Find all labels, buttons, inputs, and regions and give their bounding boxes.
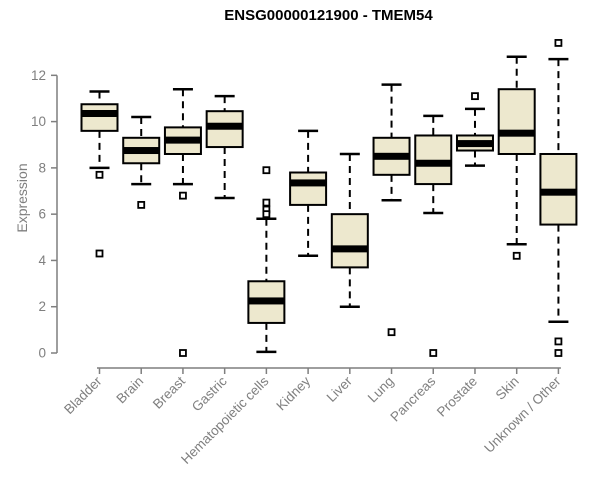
box-prostate (455, 92, 494, 167)
median-line (331, 245, 368, 253)
outlier-point (262, 210, 271, 219)
outlier-point (262, 198, 271, 207)
chart-title: ENSG00000121900 - TMEM54 (224, 7, 433, 24)
outlier-point (95, 170, 104, 179)
box-brain (122, 115, 161, 209)
median-line (81, 110, 118, 118)
x-tick-label: Liver (324, 373, 356, 405)
y-tick-label: 4 (38, 253, 46, 268)
x-tick-label: Pancreas (387, 373, 438, 424)
y-tick-label: 2 (38, 299, 46, 314)
median-line (498, 129, 535, 137)
median-line (290, 179, 327, 187)
outlier-point (179, 191, 187, 200)
iqr-box (497, 88, 536, 155)
median-line (415, 159, 452, 167)
y-tick-label: 0 (38, 346, 46, 361)
x-tick-label: Unknown / Other (481, 373, 564, 456)
y-tick-label: 8 (38, 160, 46, 175)
outlier-point (262, 166, 271, 175)
median-line (164, 136, 201, 144)
box-skin (497, 55, 536, 260)
median-line (123, 147, 160, 155)
iqr-box (80, 103, 119, 132)
iqr-box (289, 171, 328, 206)
box-breast (163, 87, 202, 357)
box-unknown-other (539, 39, 578, 357)
iqr-box (330, 213, 369, 269)
outlier-point (387, 328, 396, 337)
outlier-point (137, 201, 146, 209)
x-tick-label: Gastric (189, 373, 230, 414)
box-hematopoietic-cells (247, 166, 286, 354)
y-tick-label: 10 (31, 114, 46, 129)
median-line (248, 297, 285, 305)
outlier-point (512, 251, 521, 260)
box-gastric (205, 94, 244, 200)
outlier-point (429, 349, 438, 357)
outlier-point (554, 39, 563, 47)
median-line (206, 122, 243, 130)
median-line (456, 140, 493, 148)
box-pancreas (414, 114, 453, 357)
outlier-point (554, 349, 563, 357)
x-tick-label: Bladder (61, 373, 105, 417)
y-axis: 0 2 4 6 8 10 12 (31, 68, 58, 361)
box-lung (372, 83, 411, 337)
outlier-point (95, 249, 104, 258)
x-tick-label: Breast (150, 373, 188, 411)
outlier-point (471, 92, 479, 101)
x-tick-label: Brain (113, 374, 146, 407)
box-liver (330, 152, 369, 308)
box-kidney (289, 129, 328, 258)
y-tick-label: 6 (38, 207, 46, 222)
median-line (373, 152, 410, 160)
y-tick-label: 12 (31, 68, 46, 83)
outlier-point (179, 349, 187, 357)
x-tick-label: Skin (493, 374, 522, 403)
x-tick-label: Prostate (434, 374, 480, 420)
x-tick-label: Lung (365, 374, 397, 406)
box-bladder (80, 90, 119, 258)
median-line (540, 188, 577, 196)
outlier-point (554, 337, 563, 346)
x-tick-label: Kidney (273, 373, 313, 413)
